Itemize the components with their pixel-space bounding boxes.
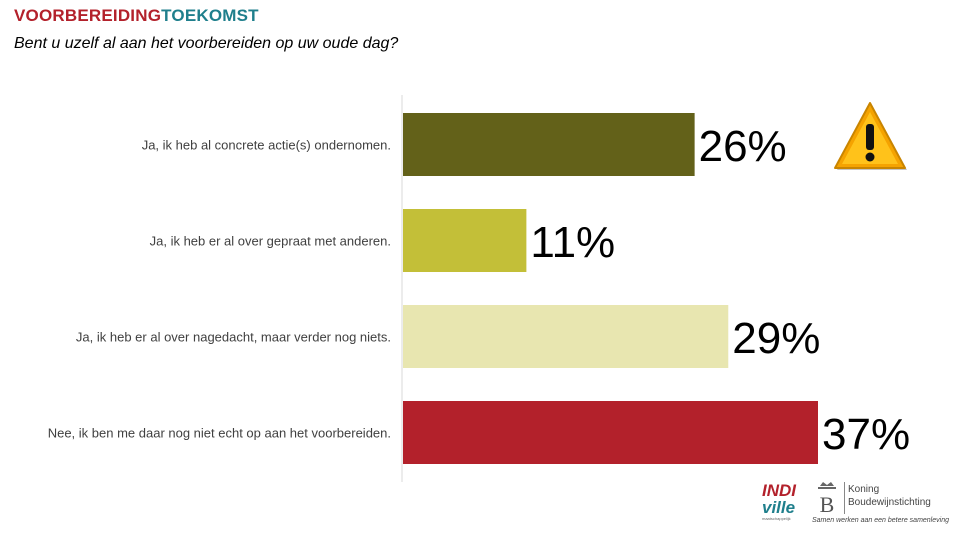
slide-title: VOORBEREIDINGTOEKOMST [14, 6, 259, 26]
title-part-2: TOEKOMST [161, 6, 259, 25]
kbs-name-line2: Boudewijnstichting [848, 497, 931, 508]
warning-icon [834, 102, 907, 170]
indiville-logo-line3: maatschappelijk [762, 516, 791, 521]
kbs-emblem-icon: B [818, 482, 836, 516]
value-label-3: 29% [732, 314, 820, 363]
kbs-name-line1: Koning [848, 484, 880, 495]
category-label-4: Nee, ik ben me daar nog niet echt op aan… [48, 426, 391, 441]
kbs-tagline: Samen werken aan een betere samenleving [812, 517, 949, 524]
bar-4 [403, 401, 818, 464]
value-label-2: 11% [530, 218, 615, 267]
chart-marks: Ja, ik heb al concrete actie(s) ondernom… [48, 113, 910, 464]
bar-2 [403, 209, 527, 272]
category-label-2: Ja, ik heb er al over gepraat met andere… [150, 234, 391, 249]
kbs-divider [844, 482, 845, 514]
indiville-logo: INDI ville maatschappelijk [762, 482, 806, 524]
category-label-3: Ja, ik heb er al over nagedacht, maar ve… [76, 330, 391, 345]
title-part-1: VOORBEREIDING [14, 6, 162, 25]
koning-boudewijnstichting-logo: B Koning Boudewijnstichting Samen werken… [812, 480, 952, 526]
bar-1 [403, 113, 695, 176]
chart-question: Bent u uzelf al aan het voorbereiden op … [14, 35, 399, 52]
bar-3 [403, 305, 729, 368]
indiville-logo-line1: INDI [762, 481, 796, 500]
kbs-emblem-letter: B [820, 492, 835, 516]
category-label-1: Ja, ik heb al concrete actie(s) ondernom… [142, 138, 391, 153]
indiville-logo-line2: ville [762, 498, 796, 517]
value-label-1: 26% [699, 122, 787, 171]
value-label-4: 37% [822, 410, 910, 459]
